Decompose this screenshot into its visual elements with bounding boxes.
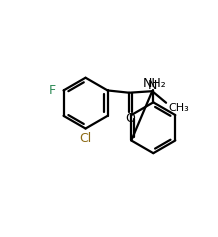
Text: CH₃: CH₃ bbox=[168, 103, 189, 113]
Text: NH₂: NH₂ bbox=[143, 77, 167, 90]
Text: N: N bbox=[148, 78, 157, 91]
Text: O: O bbox=[125, 112, 135, 125]
Text: F: F bbox=[49, 84, 56, 97]
Text: Cl: Cl bbox=[79, 132, 92, 145]
